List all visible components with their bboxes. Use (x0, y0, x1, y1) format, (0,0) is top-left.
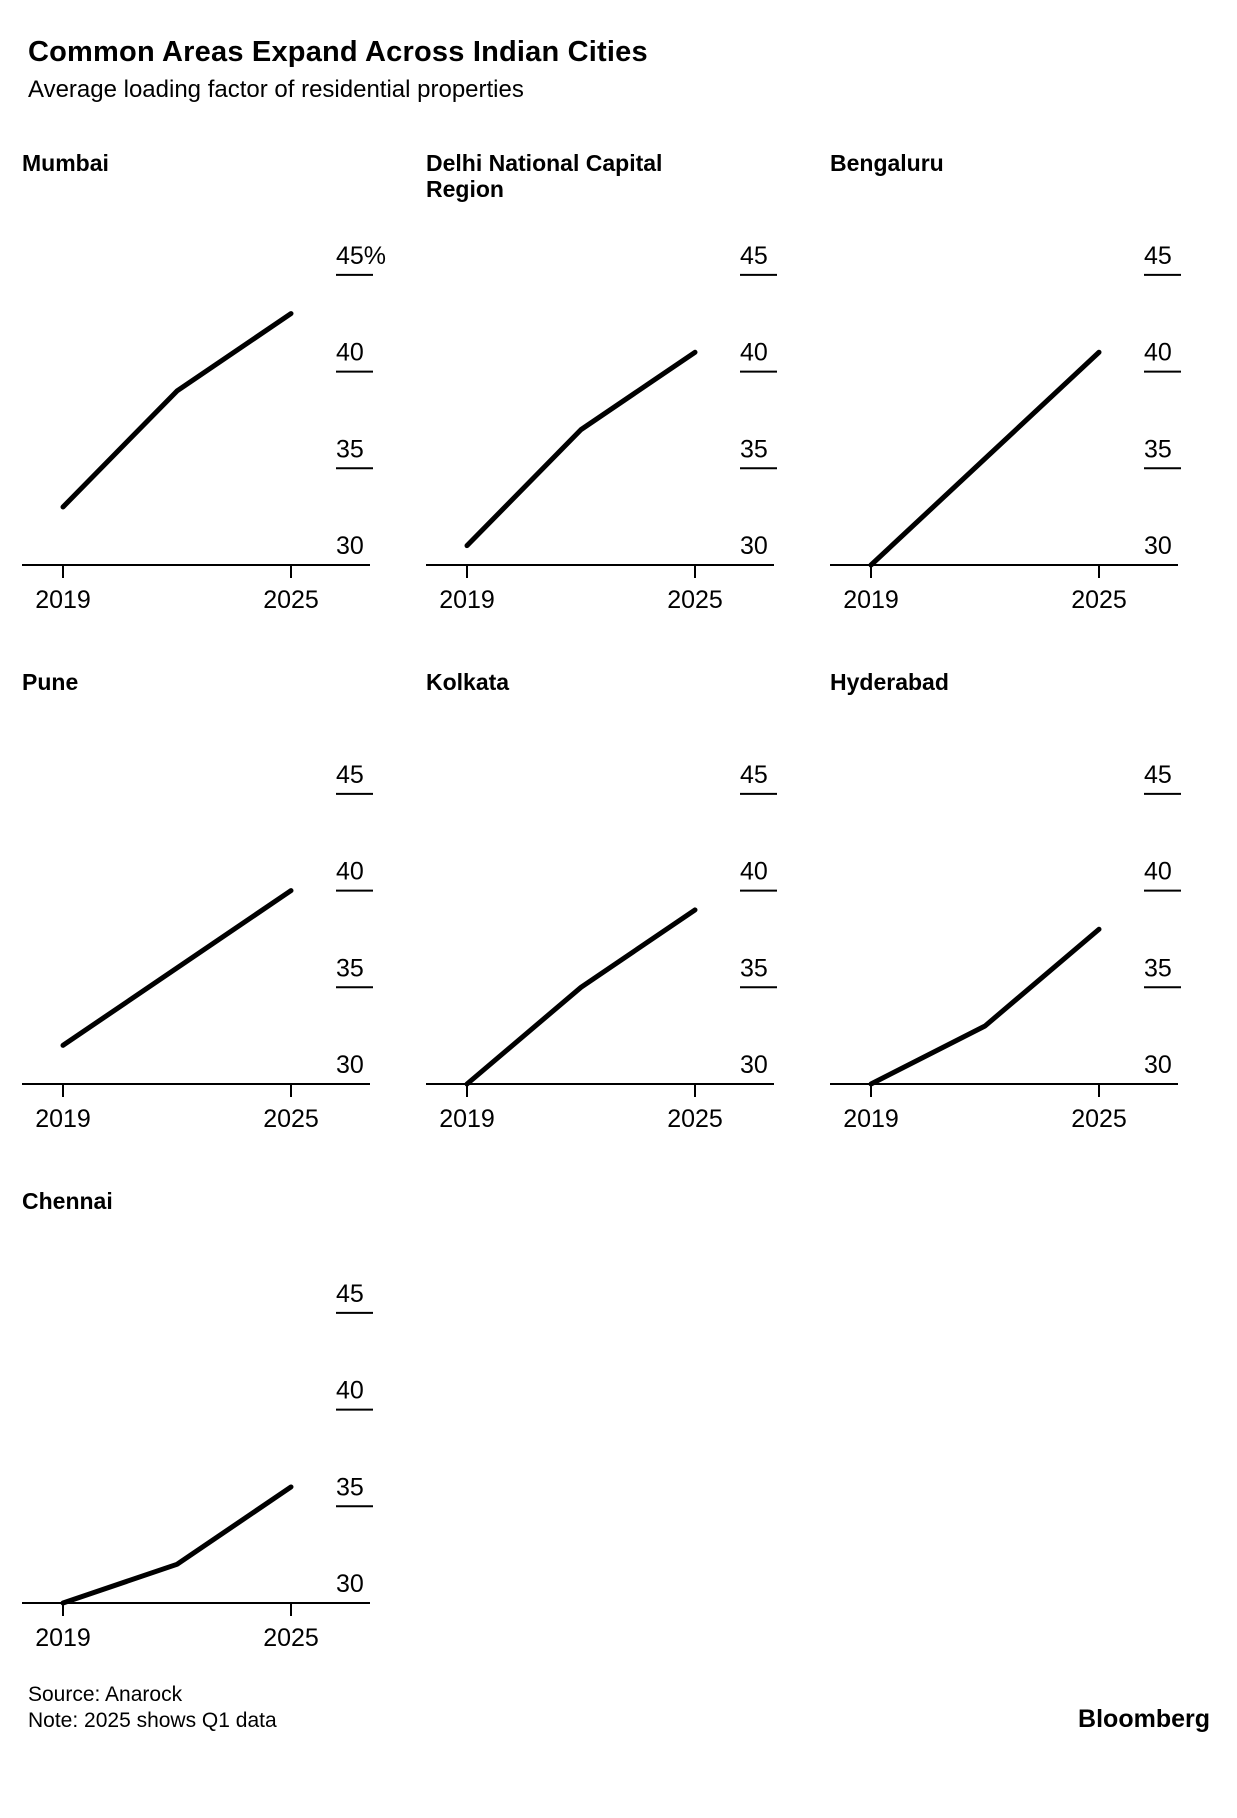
chart-panel-mumbai: Mumbai 45% 40 35 30 2019 2025 (22, 150, 412, 625)
y-tick-label: 30 (1144, 532, 1172, 560)
y-tick-label: 35 (740, 435, 768, 463)
y-tick-label: 45% (336, 242, 386, 270)
y-tick-label: 30 (336, 532, 364, 560)
data-line (868, 926, 1102, 1087)
x-tick-label: 2019 (439, 1105, 495, 1133)
chart-title: Chennai (22, 1188, 113, 1214)
y-tick-label: 45 (1144, 242, 1172, 270)
chart-title: Delhi National Capital Region (426, 150, 663, 202)
line-chart: 45 40 35 30 2019 2025 (22, 761, 373, 1133)
note-text: Note: 2025 shows Q1 data (28, 1709, 277, 1732)
chart-panel-chennai: Chennai 45 40 35 30 2019 2025 (22, 1188, 412, 1663)
x-tick-label: 2019 (843, 1105, 899, 1133)
page-title: Common Areas Expand Across Indian Cities (28, 36, 648, 68)
x-tick-label: 2025 (667, 586, 723, 614)
y-tick-label: 45 (336, 761, 364, 789)
chart-title: Hyderabad (830, 669, 949, 695)
y-tick-label: 40 (1144, 858, 1172, 886)
data-line (464, 349, 698, 549)
y-tick-label: 30 (740, 1051, 768, 1079)
line-chart: 45% 40 35 30 2019 2025 (22, 242, 386, 614)
y-tick-label: 40 (740, 339, 768, 367)
y-tick-label: 45 (740, 761, 768, 789)
header: Common Areas Expand Across Indian Cities… (0, 0, 1237, 104)
x-tick-label: 2025 (667, 1105, 723, 1133)
bloomberg-logo: Bloomberg (1078, 1705, 1210, 1733)
x-tick-label: 2019 (35, 1624, 91, 1652)
x-tick-label: 2019 (35, 586, 91, 614)
chart-panel-kolkata: Kolkata 45 40 35 30 2019 2025 (426, 669, 816, 1144)
y-tick-label: 35 (1144, 954, 1172, 982)
x-tick-label: 2025 (1071, 1105, 1127, 1133)
data-line (868, 349, 1102, 568)
y-tick-label: 35 (1144, 435, 1172, 463)
y-tick-label: 40 (336, 858, 364, 886)
y-tick-label: 30 (336, 1051, 364, 1079)
source-note-block: Source: Anarock Note: 2025 shows Q1 data (28, 1682, 277, 1734)
chart-panel-bengaluru: Bengaluru 45 40 35 30 2019 2025 (830, 150, 1220, 625)
y-tick-label: 35 (336, 1473, 364, 1501)
chart-title: Pune (22, 669, 79, 695)
data-line (60, 1484, 294, 1606)
x-tick-label: 2025 (263, 586, 319, 614)
x-tick-label: 2025 (263, 1105, 319, 1133)
chart-title: Kolkata (426, 669, 510, 695)
line-chart: 45 40 35 30 2019 2025 (830, 761, 1181, 1133)
y-tick-label: 35 (336, 435, 364, 463)
x-tick-label: 2019 (843, 586, 899, 614)
page-subtitle: Average loading factor of residential pr… (28, 76, 524, 103)
y-tick-label: 40 (336, 339, 364, 367)
y-tick-label: 30 (1144, 1051, 1172, 1079)
line-chart: 45 40 35 30 2019 2025 (426, 761, 777, 1133)
y-tick-label: 40 (336, 1377, 364, 1405)
line-chart: 45 40 35 30 2019 2025 (426, 242, 777, 614)
line-chart: 45 40 35 30 2019 2025 (830, 242, 1181, 614)
source-text: Source: Anarock (28, 1683, 183, 1706)
x-tick-label: 2025 (1071, 586, 1127, 614)
y-tick-label: 40 (1144, 339, 1172, 367)
x-tick-label: 2019 (439, 586, 495, 614)
chart-panel-pune: Pune 45 40 35 30 2019 2025 (22, 669, 412, 1144)
x-tick-label: 2019 (35, 1105, 91, 1133)
chart-title: Mumbai (22, 150, 109, 176)
y-tick-label: 45 (740, 242, 768, 270)
line-chart: 45 40 35 30 2019 2025 (22, 1280, 373, 1652)
y-tick-label: 40 (740, 858, 768, 886)
chart-grid: Mumbai 45% 40 35 30 2019 2025 Delhi National Ca… (22, 150, 1237, 1663)
x-tick-label: 2025 (263, 1624, 319, 1652)
data-line (60, 311, 294, 510)
footer: Source: Anarock Note: 2025 shows Q1 data… (0, 1682, 1237, 1734)
data-line (60, 888, 294, 1048)
y-tick-label: 35 (336, 954, 364, 982)
chart-title: Bengaluru (830, 150, 944, 176)
y-tick-label: 30 (740, 532, 768, 560)
y-tick-label: 35 (740, 954, 768, 982)
y-tick-label: 45 (1144, 761, 1172, 789)
data-line (464, 907, 698, 1087)
chart-panel-delhi-national-capital-region: Delhi National Capital Region 45 40 35 30 201… (426, 150, 816, 625)
y-tick-label: 45 (336, 1280, 364, 1308)
y-tick-label: 30 (336, 1570, 364, 1598)
chart-panel-hyderabad: Hyderabad 45 40 35 30 2019 2025 (830, 669, 1220, 1144)
